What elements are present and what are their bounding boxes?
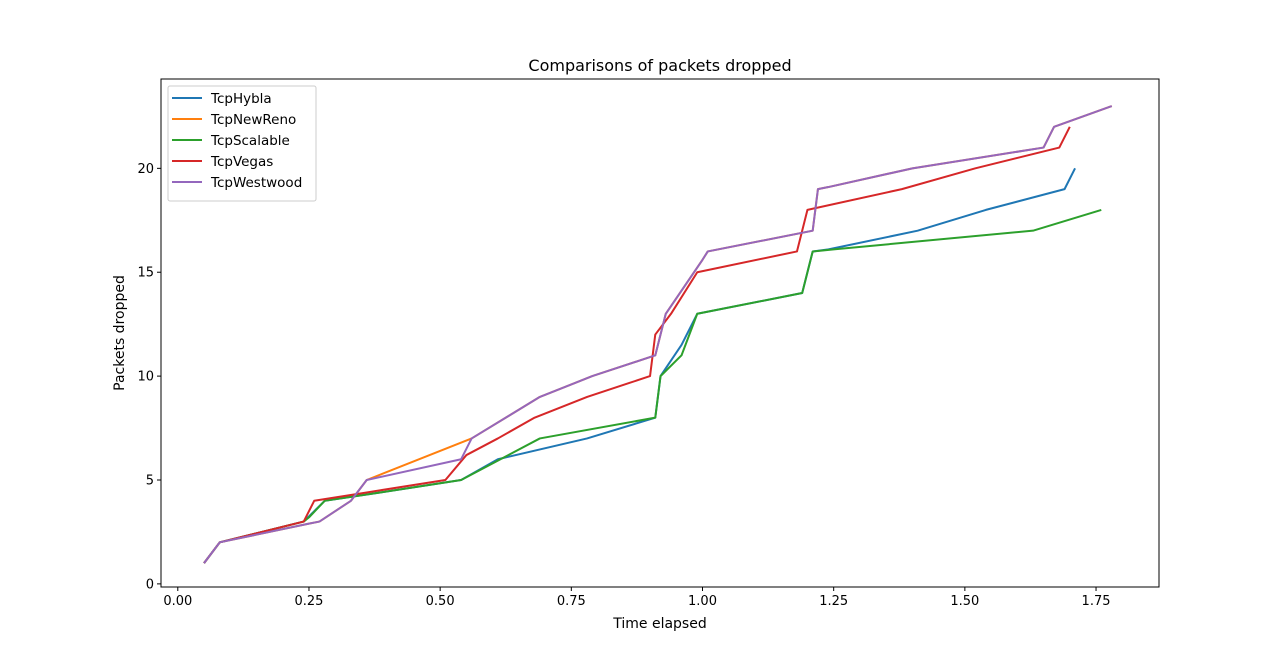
plot-lines [203, 105, 1113, 564]
x-tick-label: 0.75 [557, 594, 586, 609]
x-tick-label: 0.00 [163, 594, 192, 609]
y-tick-label: 20 [137, 162, 154, 177]
x-tick-label: 0.25 [294, 594, 323, 609]
y-tick-label: 15 [137, 266, 154, 281]
series-line-tcpnewreno [203, 105, 1113, 564]
x-tick-label: 1.00 [688, 594, 717, 609]
plot-frame [160, 78, 1160, 588]
legend-label-tcphybla: TcpHybla [210, 91, 272, 107]
series-line-tcphybla [203, 167, 1076, 564]
y-axis: 0 5 10 15 20 [137, 162, 161, 592]
x-tick-label: 1.50 [950, 594, 979, 609]
x-tick-label: 1.25 [819, 594, 848, 609]
y-tick-label: 5 [146, 473, 154, 488]
chart-title: Comparisons of packets dropped [528, 56, 791, 75]
x-axis-label: Time elapsed [612, 616, 706, 632]
legend-box [167, 85, 317, 202]
series-line-tcpscalable [203, 208, 1102, 564]
x-tick-label: 0.50 [426, 594, 455, 609]
legend-label-tcpscalable: TcpScalable [210, 133, 290, 149]
legend: TcpHybla TcpNewReno TcpScalable TcpVegas Tcp… [167, 85, 317, 202]
legend-label-tcpvegas: TcpVegas [210, 154, 273, 170]
y-tick-label: 0 [146, 577, 154, 592]
x-axis: 0.00 0.25 0.50 0.75 1.00 1.25 1.50 1.75 [163, 587, 1111, 609]
legend-label-tcpnewreno: TcpNewReno [210, 112, 296, 128]
y-axis-label: Packets dropped [112, 275, 128, 391]
y-tick-label: 10 [137, 370, 154, 385]
series-line-tcpvegas [203, 126, 1071, 564]
x-tick-label: 1.75 [1082, 594, 1111, 609]
series-line-tcpwestwood [203, 105, 1113, 564]
legend-label-tcpwestwood: TcpWestwood [210, 175, 302, 191]
